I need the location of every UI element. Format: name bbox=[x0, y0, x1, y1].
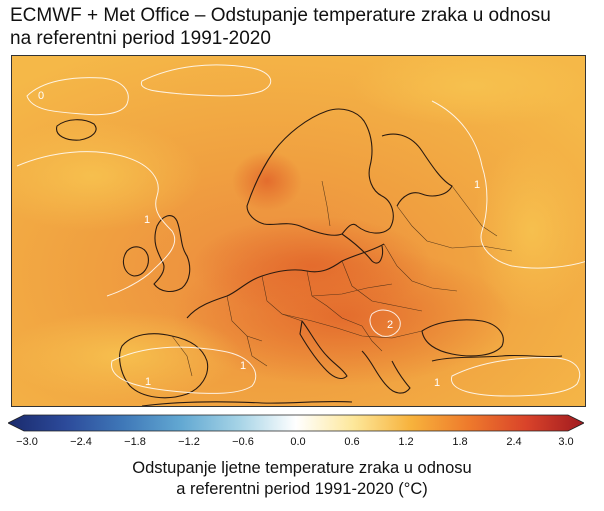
colorbar-tick: −1.8 bbox=[124, 436, 146, 448]
contour-label: 1 bbox=[145, 376, 151, 388]
anomaly-map: 0 1 1 1 1 2 1 bbox=[11, 55, 586, 407]
colorbar-ticks: −3.0 −2.4 −1.8 −1.2 −0.6 0.0 0.6 1.2 1.8… bbox=[0, 436, 604, 452]
warm-anomaly-central bbox=[192, 216, 432, 316]
map-svg: 0 1 1 1 1 2 1 bbox=[12, 56, 585, 406]
caption-line-2: a referentni period 1991-2020 (°C) bbox=[176, 480, 428, 498]
colorbar-tick: −3.0 bbox=[16, 436, 38, 448]
cooler-arctic bbox=[352, 56, 585, 126]
map-title: ECMWF + Met Office – Odstupanje temperat… bbox=[10, 4, 600, 50]
country-borders bbox=[171, 180, 513, 377]
contour-labels: 0 1 1 1 1 2 1 bbox=[38, 90, 480, 389]
colorbar bbox=[8, 414, 584, 432]
caption-line-1: Odstupanje ljetne temperature zraka u od… bbox=[132, 459, 472, 477]
contour-label: 1 bbox=[240, 360, 246, 372]
colorbar-tick: 1.8 bbox=[452, 436, 468, 448]
contour-label: 2 bbox=[387, 319, 393, 331]
colorbar-gradient bbox=[8, 414, 584, 432]
title-line-2: na referentni period 1991-2020 bbox=[10, 28, 271, 49]
colorbar-tick: 3.0 bbox=[558, 436, 574, 448]
colorbar-tick: −2.4 bbox=[70, 436, 92, 448]
colorbar-caption: Odstupanje ljetne temperature zraka u od… bbox=[0, 458, 604, 500]
warm-anomaly-norway bbox=[232, 151, 302, 211]
title-line-1: ECMWF + Met Office – Odstupanje temperat… bbox=[10, 5, 551, 26]
colorbar-tick: 1.2 bbox=[398, 436, 414, 448]
contour-label: 1 bbox=[144, 214, 150, 226]
colorbar-tick: 2.4 bbox=[506, 436, 522, 448]
cooler-atlantic-south bbox=[12, 311, 242, 401]
colorbar-tick: −1.2 bbox=[178, 436, 200, 448]
colorbar-tick: 0.0 bbox=[290, 436, 306, 448]
colorbar-tick: −0.6 bbox=[232, 436, 254, 448]
cooler-russia bbox=[472, 141, 585, 321]
cooler-atlantic-north bbox=[12, 121, 202, 231]
contour-label: 1 bbox=[434, 377, 440, 389]
colorbar-tick: 0.6 bbox=[344, 436, 360, 448]
contour-label: 0 bbox=[38, 90, 44, 102]
contour-lines bbox=[16, 64, 585, 397]
contour-label: 1 bbox=[474, 179, 480, 191]
